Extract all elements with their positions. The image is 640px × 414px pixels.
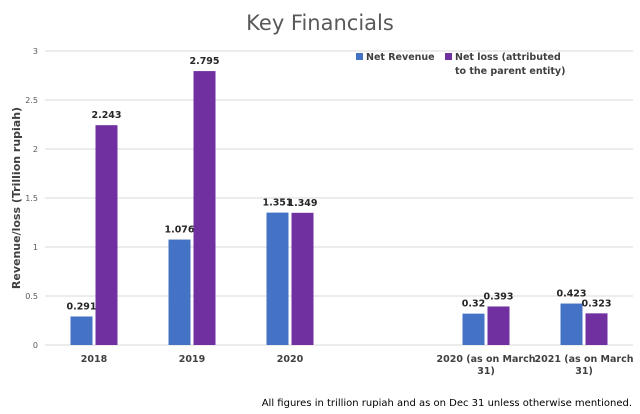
chart-title: Key Financials	[246, 11, 394, 35]
y-tick-label: 3	[33, 47, 38, 56]
bar-net-loss	[487, 306, 510, 345]
data-label: 0.393	[483, 291, 513, 302]
x-tick-label: 2021 (as on March	[534, 354, 633, 365]
y-tick-label: 2	[33, 145, 38, 154]
legend-swatch	[445, 53, 452, 60]
x-tick-label: 2020 (as on March	[436, 354, 535, 365]
data-label: 0.291	[66, 301, 96, 312]
y-tick-label: 0.5	[25, 292, 38, 301]
data-label: 2.795	[189, 56, 219, 67]
bar-net-revenue	[168, 239, 191, 345]
y-axis-label: Revenue/loss (Trillion rupiah)	[10, 107, 23, 289]
footnote: All figures in trillion rupiah and as on…	[262, 398, 632, 409]
legend-swatch	[356, 53, 363, 60]
data-label: 0.323	[581, 298, 611, 309]
data-label: 1.076	[164, 225, 194, 236]
bar-net-loss	[193, 71, 216, 345]
x-tick-label: 2018	[81, 354, 108, 365]
y-tick-label: 1.5	[25, 194, 38, 203]
x-tick-label: 31)	[575, 366, 593, 377]
bar-net-loss	[585, 313, 608, 345]
legend-label: Net Revenue	[366, 52, 435, 63]
y-tick-label: 2.5	[25, 96, 38, 105]
bar-net-revenue	[462, 313, 485, 345]
y-tick-label: 0	[33, 341, 38, 350]
bar-net-revenue	[266, 212, 289, 345]
legend-label: Net loss (attributed	[455, 52, 561, 63]
legend-label: to the parent entity)	[455, 66, 565, 77]
x-tick-label: 2020	[277, 354, 304, 365]
data-label: 0.32	[462, 299, 485, 310]
x-tick-label: 2019	[179, 354, 205, 365]
data-label: 0.423	[556, 289, 586, 300]
data-label: 1.351	[262, 198, 292, 209]
bar-net-revenue	[70, 316, 93, 345]
x-tick-label: 31)	[477, 366, 495, 377]
bar-net-revenue	[560, 303, 583, 345]
bar-net-loss	[291, 212, 314, 345]
bar-net-loss	[95, 125, 118, 345]
y-tick-label: 1	[33, 243, 38, 252]
data-label: 1.349	[287, 198, 317, 209]
data-label: 2.243	[91, 110, 121, 121]
